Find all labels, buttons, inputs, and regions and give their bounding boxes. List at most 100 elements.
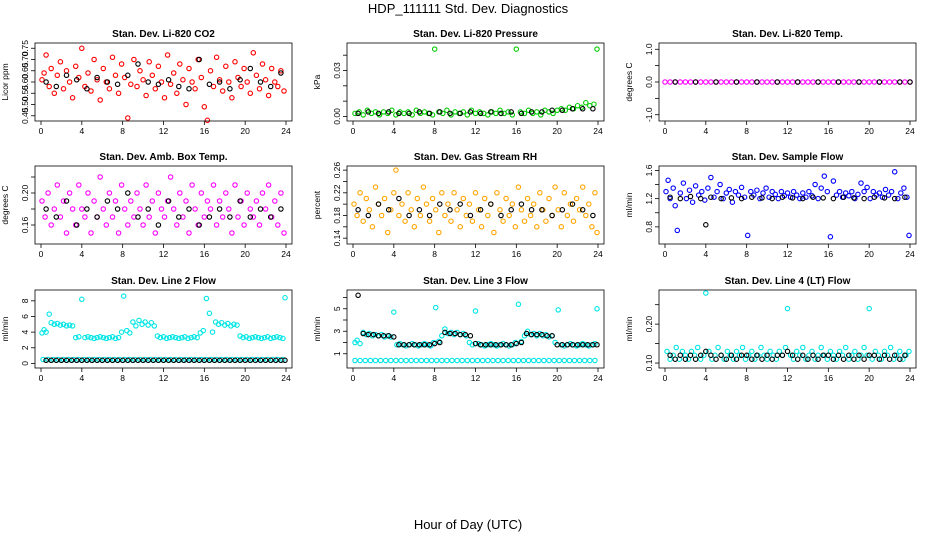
- data-point: [406, 342, 412, 348]
- x-tick-label: 24: [593, 249, 603, 259]
- data-point: [416, 207, 423, 213]
- data-point: [759, 79, 765, 85]
- chart-panel: Stan. Dev. Li-820 Pressure kPa 0 4 8 12 16 20 24…: [312, 29, 605, 136]
- data-point: [846, 79, 852, 85]
- data-point: [229, 230, 235, 236]
- data-point: [135, 61, 141, 67]
- data-point: [878, 356, 885, 362]
- data-point: [172, 334, 179, 341]
- x-tick-label: 4: [391, 373, 396, 383]
- data-point: [411, 342, 418, 348]
- data-point: [365, 109, 372, 115]
- data-point: [515, 184, 522, 190]
- data-point: [84, 357, 90, 364]
- data-point: [206, 357, 213, 364]
- x-tick-label: 20: [864, 249, 874, 259]
- data-point: [842, 344, 849, 351]
- data-point: [497, 207, 503, 213]
- data-point: [772, 191, 779, 198]
- data-point: [579, 342, 586, 348]
- data-point: [165, 198, 172, 204]
- data-point: [840, 194, 847, 200]
- data-point: [567, 201, 574, 207]
- data-point: [667, 79, 673, 85]
- data-point: [662, 79, 668, 85]
- x-tick-label: 0: [663, 249, 668, 259]
- data-point: [881, 79, 888, 85]
- data-point: [718, 352, 724, 359]
- data-point: [46, 311, 52, 317]
- data-point: [466, 201, 473, 207]
- data-point: [886, 79, 893, 85]
- data-point: [94, 357, 100, 364]
- data-point: [790, 188, 797, 195]
- data-point: [902, 352, 908, 359]
- data-point: [151, 323, 158, 329]
- data-point: [39, 198, 45, 204]
- x-tick-label: 12: [471, 249, 481, 259]
- data-point: [546, 357, 552, 364]
- data-point: [88, 230, 94, 236]
- data-point: [485, 357, 491, 364]
- data-point: [442, 326, 448, 332]
- data-point: [267, 214, 274, 220]
- data-point: [403, 357, 409, 364]
- data-point: [137, 206, 143, 212]
- data-point: [498, 342, 504, 348]
- data-point: [432, 304, 439, 311]
- y-tick-label: 0.20: [644, 316, 654, 333]
- data-point: [665, 177, 671, 184]
- data-point: [104, 198, 111, 204]
- data-point: [186, 65, 192, 72]
- x-tick-label: 24: [593, 126, 603, 136]
- data-point: [705, 185, 711, 191]
- data-point: [210, 83, 217, 90]
- data-point: [708, 174, 714, 181]
- data-point: [902, 79, 908, 85]
- data-point: [417, 212, 424, 219]
- data-point: [881, 352, 888, 359]
- data-point: [84, 86, 90, 92]
- y-tick-label: 3: [332, 329, 342, 334]
- data-point: [534, 109, 540, 115]
- y-tick-label: 0.0: [644, 76, 654, 88]
- data-point: [48, 357, 54, 364]
- y-axis-label: degrees C: [624, 62, 634, 101]
- data-point: [106, 86, 113, 92]
- data-point: [539, 207, 545, 213]
- data-point: [824, 188, 831, 195]
- data-point: [427, 343, 434, 349]
- data-point: [186, 86, 192, 92]
- data-point: [69, 95, 76, 101]
- data-point: [165, 357, 172, 364]
- data-point: [743, 352, 750, 359]
- data-point: [749, 348, 755, 355]
- data-point: [538, 112, 544, 118]
- data-point: [244, 190, 250, 196]
- x-tick-label: 20: [240, 373, 250, 383]
- data-point: [76, 334, 82, 340]
- data-point: [825, 79, 832, 85]
- data-point: [396, 195, 402, 202]
- data-point: [232, 182, 238, 188]
- data-point: [213, 54, 220, 61]
- data-point: [512, 224, 519, 230]
- data-point: [518, 201, 525, 207]
- data-point: [91, 56, 97, 63]
- data-point: [354, 337, 360, 344]
- data-point: [528, 207, 535, 213]
- data-point: [902, 194, 908, 200]
- data-point: [246, 335, 253, 342]
- data-point: [882, 186, 889, 193]
- data-point: [362, 357, 369, 364]
- data-point: [355, 207, 361, 213]
- data-point: [509, 112, 516, 118]
- data-point: [391, 190, 397, 196]
- data-point: [866, 352, 872, 359]
- data-point: [663, 188, 669, 195]
- data-point: [66, 79, 73, 85]
- chart-panel: Stan. Dev. Line 4 (LT) Flow ml/min 0 4 8 12 16…: [624, 276, 917, 383]
- data-point: [226, 206, 232, 212]
- data-point: [219, 88, 226, 94]
- data-point: [227, 86, 233, 92]
